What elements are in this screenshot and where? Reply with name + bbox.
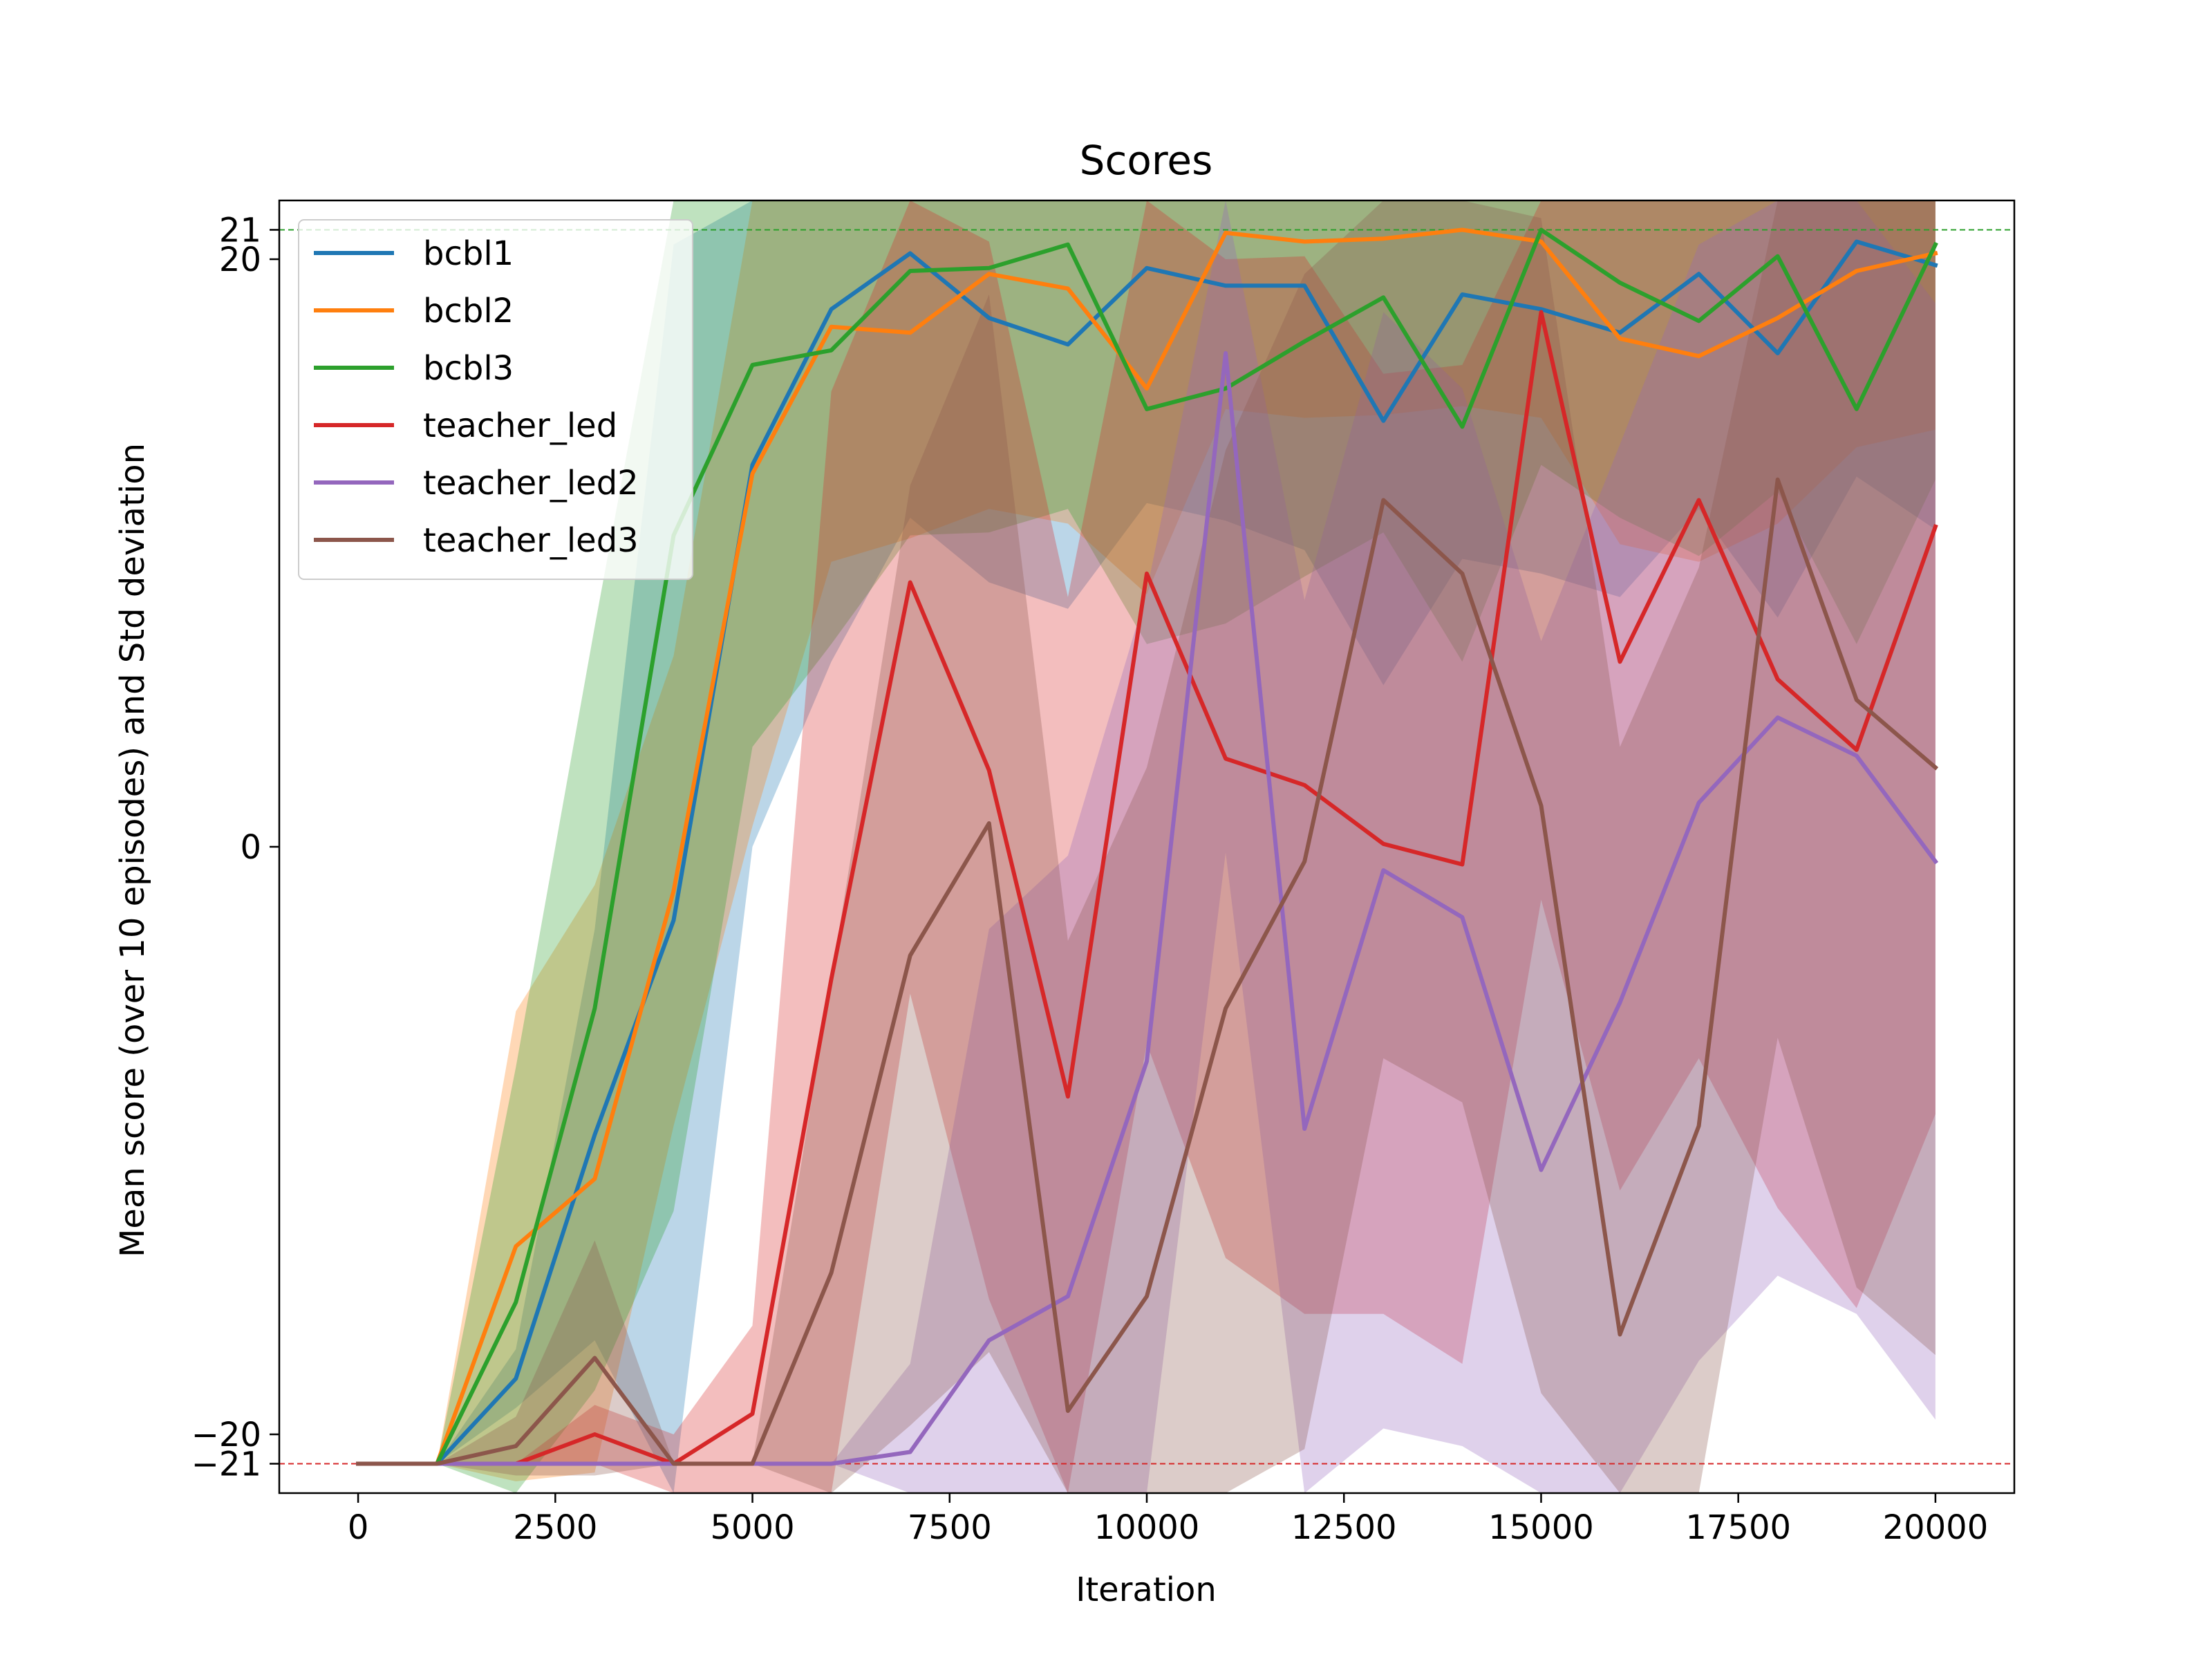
y-tick-label: 20 xyxy=(219,241,261,279)
std-band-teacher_led xyxy=(358,200,1936,1493)
y-tick-label: −20 xyxy=(191,1416,261,1454)
x-tick-label: 17500 xyxy=(1685,1508,1791,1547)
series-line-bcbl2 xyxy=(356,227,1938,1466)
y-axis-label: Mean score (over 10 episodes) and Std de… xyxy=(113,443,152,1257)
x-tick-label: 5000 xyxy=(710,1508,794,1547)
x-tick-label: 10000 xyxy=(1094,1508,1200,1547)
x-tick-label: 15000 xyxy=(1488,1508,1594,1547)
legend-label-bcbl1: bcbl1 xyxy=(423,234,514,273)
x-tick-label: 0 xyxy=(348,1508,369,1547)
legend-box xyxy=(298,219,693,580)
std-band-bcbl2 xyxy=(358,200,1936,1481)
series-line-teacher_led3 xyxy=(356,477,1939,1466)
chart-title: Scores xyxy=(1080,137,1213,184)
legend-label-teacher_led: teacher_led xyxy=(423,406,617,445)
series-line-bcbl3 xyxy=(356,227,1938,1466)
y-tick-label: 0 xyxy=(240,828,261,867)
y-tick-label: −21 xyxy=(191,1445,261,1484)
x-tick-label: 20000 xyxy=(1883,1508,1989,1547)
series-lines xyxy=(356,227,1939,1466)
x-tick-label: 7500 xyxy=(908,1508,992,1547)
series-line-bcbl1 xyxy=(356,239,1938,1466)
legend: bcbl1 bcbl2 bcbl3 teacher_led teacher_led2te… xyxy=(298,219,693,580)
x-tick-label: 12500 xyxy=(1291,1508,1397,1547)
legend-label-bcbl3: bcbl3 xyxy=(423,349,514,388)
legend-label-bcbl2: bcbl2 xyxy=(423,292,514,330)
y-tick-label: 21 xyxy=(219,212,261,250)
series-line-teacher_led xyxy=(356,310,1938,1466)
x-axis-ticks: 0 2500 5000 7500 10000 12500 15000 17500 20000 xyxy=(348,1493,1988,1547)
std-band-bcbl3 xyxy=(358,200,1936,1493)
series-line-teacher_led2 xyxy=(356,351,1939,1466)
x-axis-label: Iteration xyxy=(1076,1571,1217,1609)
legend-label-teacher_led2: teacher_led2 xyxy=(423,464,639,503)
std-band-bcbl1 xyxy=(358,200,1936,1493)
x-tick-label: 2500 xyxy=(513,1508,597,1547)
legend-label-teacher_led3: teacher_led3 xyxy=(423,521,639,560)
